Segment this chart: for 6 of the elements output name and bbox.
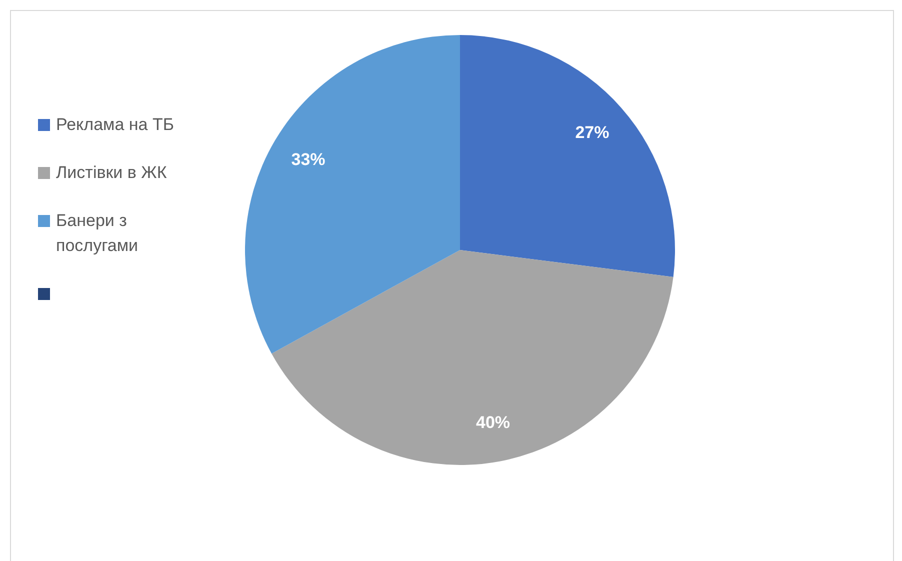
data-label: 27% bbox=[575, 123, 610, 142]
legend-label: Реклама на ТБ bbox=[56, 114, 174, 136]
data-label: 33% bbox=[291, 150, 326, 169]
legend-label: Банери з послугами bbox=[56, 210, 140, 257]
legend-label: Листівки в ЖК bbox=[56, 162, 167, 184]
data-label: 40% bbox=[476, 412, 510, 432]
